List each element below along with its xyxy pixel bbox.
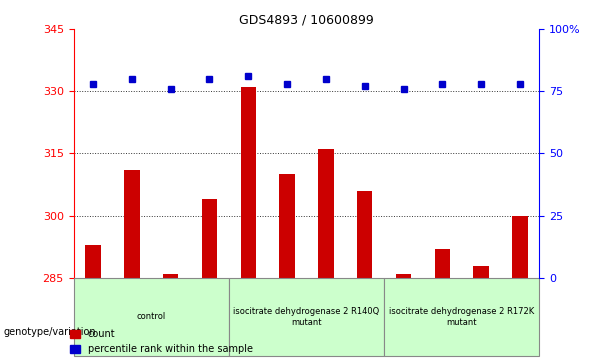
Bar [396, 274, 411, 278]
Bar [74, 278, 112, 315]
Title: GDS4893 / 10600899: GDS4893 / 10600899 [239, 13, 374, 26]
Text: isocitrate dehydrogenase 2 R140Q
mutant: isocitrate dehydrogenase 2 R140Q mutant [234, 307, 379, 327]
Text: isocitrate dehydrogenase 2 R172K
mutant: isocitrate dehydrogenase 2 R172K mutant [389, 307, 535, 327]
Bar [462, 278, 501, 315]
Bar [501, 278, 539, 315]
Bar [163, 274, 178, 278]
Bar [112, 278, 151, 315]
Bar [306, 278, 345, 315]
FancyBboxPatch shape [229, 278, 384, 356]
Bar [190, 278, 229, 315]
Text: genotype/variation: genotype/variation [3, 327, 96, 337]
Bar [473, 265, 489, 278]
Legend: count, percentile rank within the sample: count, percentile rank within the sample [66, 326, 256, 358]
Bar [357, 191, 373, 278]
Bar [435, 249, 450, 278]
Bar [240, 87, 256, 278]
Bar [423, 278, 462, 315]
Bar [151, 278, 190, 315]
Bar [229, 278, 268, 315]
Text: control: control [137, 312, 166, 321]
FancyBboxPatch shape [384, 278, 539, 356]
Bar [268, 278, 306, 315]
Bar [318, 149, 333, 278]
Bar [124, 170, 140, 278]
Bar [345, 278, 384, 315]
Bar [280, 174, 295, 278]
Bar [512, 216, 528, 278]
Bar [202, 199, 217, 278]
Bar [85, 245, 101, 278]
Bar [384, 278, 423, 315]
FancyBboxPatch shape [74, 278, 229, 356]
